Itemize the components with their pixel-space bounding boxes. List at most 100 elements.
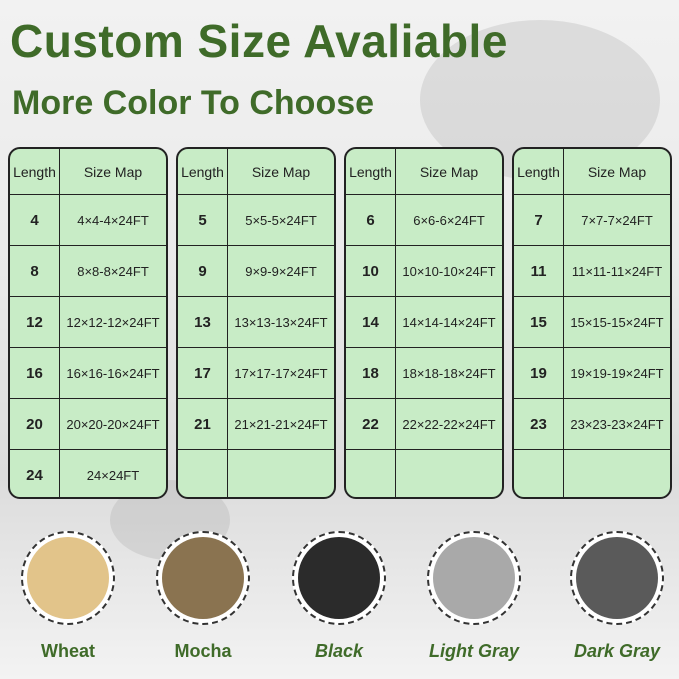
table-row: 7 7×7-7×24FT (514, 195, 670, 246)
table-header: Length Size Map (178, 149, 334, 195)
header-length: Length (178, 149, 228, 194)
table-row: 5 5×5-5×24FT (178, 195, 334, 246)
size-cell: 9×9-9×24FT (245, 263, 317, 279)
color-swatch-black[interactable] (292, 531, 386, 625)
table-row: 14 14×14-14×24FT (346, 297, 502, 348)
size-cell: 16×16-16×24FT (66, 365, 160, 381)
color-swatch-dark-gray[interactable] (570, 531, 664, 625)
length-cell (346, 450, 396, 497)
header-length: Length (514, 149, 564, 194)
header-size-map: Size Map (251, 163, 311, 180)
size-cell: 18×18-18×24FT (402, 365, 496, 381)
length-cell: 10 (346, 246, 396, 296)
table-row: 9 9×9-9×24FT (178, 246, 334, 297)
table-row: 11 11×11-11×24FT (514, 246, 670, 297)
length-cell: 12 (10, 297, 60, 347)
table-row: 6 6×6-6×24FT (346, 195, 502, 246)
length-cell: 5 (178, 195, 228, 245)
size-cell: 8×8-8×24FT (77, 263, 149, 279)
size-cell: 24×24FT (86, 468, 140, 483)
color-label: Dark Gray (573, 641, 661, 661)
size-cell: 13×13-13×24FT (234, 314, 328, 330)
table-row: 16 16×16-16×24FT (10, 348, 166, 399)
header-size-map: Size Map (587, 163, 647, 180)
size-cell: 20×20-20×24FT (66, 416, 160, 432)
length-cell (514, 450, 564, 497)
table-row: 10 10×10-10×24FT (346, 246, 502, 297)
length-cell: 21 (178, 399, 228, 449)
length-cell: 14 (346, 297, 396, 347)
color-swatch-light-gray[interactable] (427, 531, 521, 625)
color-label: Wheat (41, 641, 95, 661)
length-cell: 23 (514, 399, 564, 449)
size-cell: 22×22-22×24FT (402, 416, 496, 432)
table-header: Length Size Map (346, 149, 502, 195)
length-cell: 8 (10, 246, 60, 296)
size-cell: 7×7-7×24FT (581, 212, 653, 228)
size-cell: 21×21-21×24FT (234, 416, 328, 432)
size-cell (228, 450, 334, 497)
length-cell (178, 450, 228, 497)
color-label: Mocha (174, 641, 232, 661)
size-cell: 15×15-15×24FT (570, 314, 664, 330)
color-label: Black (314, 641, 364, 661)
length-cell: 18 (346, 348, 396, 398)
table-row: 8 8×8-8×24FT (10, 246, 166, 297)
table-row (346, 450, 502, 497)
size-table: Length Size Map 6 6×6-6×24FT 10 10×10-10… (344, 147, 504, 499)
color-label: Light Gray (428, 641, 519, 661)
color-swatch-wheat[interactable] (21, 531, 115, 625)
length-cell: 7 (514, 195, 564, 245)
length-cell: 6 (346, 195, 396, 245)
length-cell: 24 (10, 450, 60, 497)
size-table: Length Size Map 5 5×5-5×24FT 9 9×9-9×24F… (176, 147, 336, 499)
swatch-fill (27, 537, 109, 619)
size-cell: 14×14-14×24FT (402, 314, 496, 330)
swatch-fill (162, 537, 244, 619)
size-cell: 17×17-17×24FT (234, 365, 328, 381)
length-cell: 13 (178, 297, 228, 347)
size-cell: 5×5-5×24FT (245, 212, 317, 228)
size-cell: 11×11-11×24FT (571, 263, 663, 279)
length-cell: 4 (10, 195, 60, 245)
length-cell: 22 (346, 399, 396, 449)
size-cell (396, 450, 502, 497)
size-table: Length Size Map 7 7×7-7×24FT 11 11×11-11… (512, 147, 672, 499)
table-row: 18 18×18-18×24FT (346, 348, 502, 399)
page-title: Custom Size Avaliable (10, 15, 508, 67)
table-row: 24 24×24FT (10, 450, 166, 497)
length-cell: 16 (10, 348, 60, 398)
size-cell: 19×19-19×24FT (570, 365, 664, 381)
length-cell: 9 (178, 246, 228, 296)
header-length: Length (346, 149, 396, 194)
length-cell: 20 (10, 399, 60, 449)
length-cell: 19 (514, 348, 564, 398)
page-subtitle: More Color To Choose (12, 84, 375, 122)
swatch-fill (433, 537, 515, 619)
table-row: 20 20×20-20×24FT (10, 399, 166, 450)
swatch-fill (298, 537, 380, 619)
table-row: 22 22×22-22×24FT (346, 399, 502, 450)
header-size-map: Size Map (83, 163, 143, 180)
table-row: 23 23×23-23×24FT (514, 399, 670, 450)
length-cell: 17 (178, 348, 228, 398)
table-row: 4 4×4-4×24FT (10, 195, 166, 246)
header-size-map: Size Map (419, 163, 479, 180)
size-cell: 10×10-10×24FT (402, 263, 496, 279)
size-cell: 4×4-4×24FT (77, 212, 149, 228)
color-swatch-mocha[interactable] (156, 531, 250, 625)
table-row (178, 450, 334, 497)
table-row: 19 19×19-19×24FT (514, 348, 670, 399)
table-row: 13 13×13-13×24FT (178, 297, 334, 348)
header-length: Length (10, 149, 60, 194)
length-cell: 11 (514, 246, 564, 296)
size-table: Length Size Map 4 4×4-4×24FT 8 8×8-8×24F… (8, 147, 168, 499)
size-cell: 6×6-6×24FT (413, 212, 485, 228)
length-cell: 15 (514, 297, 564, 347)
table-row (514, 450, 670, 497)
size-cell: 12×12-12×24FT (66, 314, 160, 330)
table-row: 21 21×21-21×24FT (178, 399, 334, 450)
swatch-fill (576, 537, 658, 619)
table-header: Length Size Map (514, 149, 670, 195)
table-row: 12 12×12-12×24FT (10, 297, 166, 348)
